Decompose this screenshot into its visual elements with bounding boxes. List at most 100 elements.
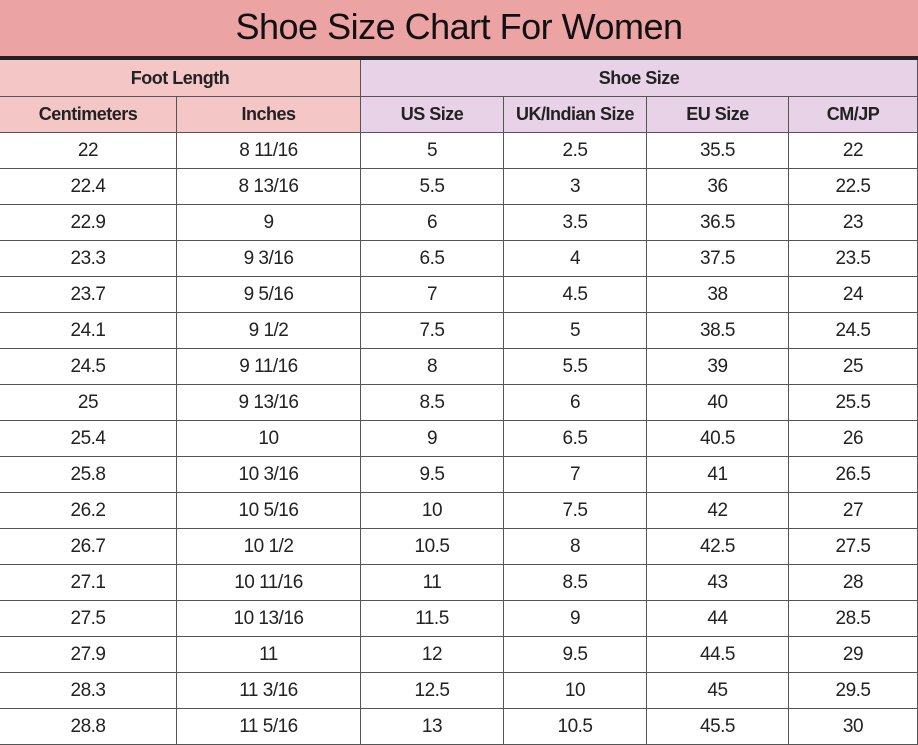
- table-cell: 6.5: [504, 421, 647, 457]
- table-cell: 23.5: [789, 241, 918, 277]
- table-cell: 6.5: [361, 241, 504, 277]
- column-header: UK/Indian Size: [504, 97, 647, 133]
- table-cell: 11.5: [361, 601, 504, 637]
- table-cell: 5.5: [504, 349, 647, 385]
- table-cell: 42: [647, 493, 789, 529]
- table-cell: 22.9: [0, 205, 177, 241]
- table-cell: 9 1/2: [177, 313, 361, 349]
- table-cell: 8: [504, 529, 647, 565]
- table-cell: 28: [789, 565, 918, 601]
- table-cell: 7.5: [361, 313, 504, 349]
- table-cell: 8.5: [361, 385, 504, 421]
- table-cell: 27: [789, 493, 918, 529]
- table-cell: 10: [177, 421, 361, 457]
- table-cell: 36: [647, 169, 789, 205]
- table-cell: 25.4: [0, 421, 177, 457]
- table-cell: 24: [789, 277, 918, 313]
- table-cell: 6: [361, 205, 504, 241]
- table-cell: 4.5: [504, 277, 647, 313]
- table-cell: 22: [0, 133, 177, 169]
- table-cell: 42.5: [647, 529, 789, 565]
- table-cell: 39: [647, 349, 789, 385]
- table-cell: 27.5: [789, 529, 918, 565]
- table-cell: 27.1: [0, 565, 177, 601]
- table-cell: 40: [647, 385, 789, 421]
- table-cell: 28.3: [0, 673, 177, 709]
- table-cell: 12: [361, 637, 504, 673]
- table-cell: 24.5: [789, 313, 918, 349]
- table-cell: 9: [177, 205, 361, 241]
- table-cell: 26: [789, 421, 918, 457]
- table-cell: 7: [361, 277, 504, 313]
- column-header: Centimeters: [0, 97, 177, 133]
- table-cell: 6: [504, 385, 647, 421]
- table-cell: 11 5/16: [177, 709, 361, 745]
- table-cell: 9: [361, 421, 504, 457]
- column-header: US Size: [361, 97, 504, 133]
- column-header: CM/JP: [789, 97, 918, 133]
- title: Shoe Size Chart For Women: [0, 0, 918, 56]
- table-cell: 28.8: [0, 709, 177, 745]
- table-cell: 23: [789, 205, 918, 241]
- table-cell: 10 3/16: [177, 457, 361, 493]
- table-cell: 9.5: [504, 637, 647, 673]
- title-rule: [0, 56, 918, 60]
- table-cell: 44.5: [647, 637, 789, 673]
- group-header: Shoe Size: [361, 60, 918, 97]
- table-cell: 29: [789, 637, 918, 673]
- table-cell: 25: [0, 385, 177, 421]
- table-cell: 40.5: [647, 421, 789, 457]
- table-cell: 38.5: [647, 313, 789, 349]
- table-cell: 38: [647, 277, 789, 313]
- table-cell: 9: [504, 601, 647, 637]
- table-cell: 25.5: [789, 385, 918, 421]
- table-cell: 26.5: [789, 457, 918, 493]
- table-cell: 45.5: [647, 709, 789, 745]
- column-header: EU Size: [647, 97, 789, 133]
- table-cell: 22.4: [0, 169, 177, 205]
- table-cell: 7: [504, 457, 647, 493]
- group-header: Foot Length: [0, 60, 361, 97]
- table-cell: 13: [361, 709, 504, 745]
- table-cell: 5: [504, 313, 647, 349]
- table-cell: 26.2: [0, 493, 177, 529]
- table-cell: 9 3/16: [177, 241, 361, 277]
- table-cell: 10: [361, 493, 504, 529]
- table-cell: 10.5: [361, 529, 504, 565]
- table-cell: 35.5: [647, 133, 789, 169]
- table-cell: 26.7: [0, 529, 177, 565]
- table-cell: 22: [789, 133, 918, 169]
- table-cell: 9 11/16: [177, 349, 361, 385]
- table-cell: 45: [647, 673, 789, 709]
- table-cell: 23.3: [0, 241, 177, 277]
- table-cell: 24.1: [0, 313, 177, 349]
- table-cell: 41: [647, 457, 789, 493]
- table-cell: 3: [504, 169, 647, 205]
- table-cell: 5.5: [361, 169, 504, 205]
- column-header: Inches: [177, 97, 361, 133]
- table-cell: 44: [647, 601, 789, 637]
- table-cell: 29.5: [789, 673, 918, 709]
- table-cell: 24.5: [0, 349, 177, 385]
- table-cell: 36.5: [647, 205, 789, 241]
- table-cell: 10 11/16: [177, 565, 361, 601]
- table-cell: 11: [361, 565, 504, 601]
- table-cell: 11 3/16: [177, 673, 361, 709]
- table-cell: 25: [789, 349, 918, 385]
- table-cell: 27.5: [0, 601, 177, 637]
- table-cell: 23.7: [0, 277, 177, 313]
- table-cell: 12.5: [361, 673, 504, 709]
- table-cell: 25.8: [0, 457, 177, 493]
- table-cell: 27.9: [0, 637, 177, 673]
- table-cell: 9 13/16: [177, 385, 361, 421]
- table-cell: 8 11/16: [177, 133, 361, 169]
- table-cell: 37.5: [647, 241, 789, 277]
- table-cell: 30: [789, 709, 918, 745]
- table-cell: 8: [361, 349, 504, 385]
- table-cell: 2.5: [504, 133, 647, 169]
- table-cell: 7.5: [504, 493, 647, 529]
- table-cell: 5: [361, 133, 504, 169]
- table-cell: 10 13/16: [177, 601, 361, 637]
- table-cell: 8 13/16: [177, 169, 361, 205]
